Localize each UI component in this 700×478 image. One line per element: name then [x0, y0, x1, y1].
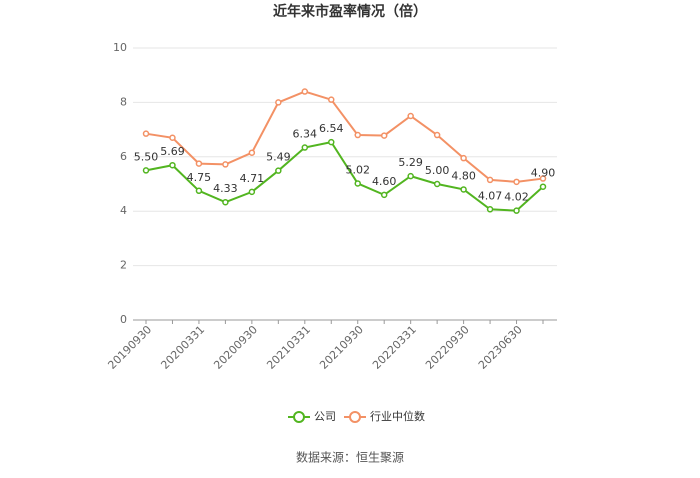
x-tick-label: 20220930: [423, 323, 472, 372]
point: [354, 131, 361, 139]
point: [195, 187, 203, 195]
point: [486, 206, 494, 213]
point: [460, 154, 467, 162]
data-label: 4.90: [531, 167, 556, 180]
x-tick-label: 20210331: [264, 323, 313, 372]
point: [354, 180, 361, 187]
point: [195, 160, 203, 167]
data-label: 6.34: [293, 128, 318, 141]
point: [539, 175, 547, 182]
point: [380, 132, 388, 139]
x-tick-label: 20220331: [370, 323, 419, 372]
series-line: [145, 90, 544, 183]
data-label: 5.50: [134, 150, 159, 163]
x-tick-label: 20230630: [476, 323, 525, 372]
point: [301, 144, 309, 151]
point: [433, 131, 441, 139]
legend-marker: [349, 411, 361, 423]
point: [328, 138, 335, 146]
data-label: 4.80: [451, 169, 476, 182]
x-tick-label: 20210930: [317, 323, 366, 372]
point: [513, 207, 520, 214]
data-label: 5.00: [425, 164, 450, 177]
x-tick-label: 20200930: [211, 323, 260, 372]
data-label: 4.07: [478, 189, 503, 202]
point: [222, 161, 229, 168]
legend-label: 行业中位数: [370, 409, 425, 423]
series-line: [145, 140, 544, 212]
y-tick-label: 10: [113, 41, 127, 54]
point: [275, 167, 282, 174]
data-label: 5.69: [160, 145, 185, 158]
point: [275, 99, 282, 106]
point: [222, 198, 229, 206]
point: [407, 172, 414, 180]
point: [460, 186, 467, 193]
point: [328, 96, 335, 103]
data-label: 5.29: [398, 156, 423, 169]
point: [248, 149, 256, 156]
data-label: 4.60: [372, 175, 397, 188]
data-label: 4.71: [240, 172, 265, 185]
point: [513, 178, 520, 186]
point: [486, 176, 494, 184]
data-label: 4.02: [504, 191, 529, 204]
y-tick-label: 8: [120, 95, 127, 108]
source: 数据来源：恒生聚源: [296, 450, 404, 465]
point: [407, 112, 414, 120]
data-label: 5.02: [345, 163, 370, 176]
point: [248, 188, 256, 196]
point: [169, 161, 176, 169]
y-tick-label: 0: [120, 313, 127, 326]
y-tick-label: 6: [120, 150, 127, 163]
x-tick-label: 20190930: [105, 323, 154, 372]
point: [142, 130, 150, 137]
legend-marker: [293, 411, 305, 423]
point: [301, 88, 309, 95]
data-label: 5.49: [266, 151, 291, 164]
y-tick-label: 2: [120, 259, 127, 272]
y-tick-label: 4: [120, 204, 127, 217]
point: [539, 183, 547, 190]
chart-title: 近年来市盈率情况（倍）: [273, 3, 427, 20]
legend-label: 公司: [314, 410, 336, 423]
x-tick-label: 20200331: [158, 323, 207, 372]
data-label: 4.75: [187, 171, 212, 184]
point: [169, 134, 176, 142]
data-label: 4.33: [213, 182, 238, 195]
point: [380, 191, 388, 199]
point: [142, 167, 150, 174]
point: [433, 180, 441, 188]
data-label: 6.54: [319, 122, 344, 135]
